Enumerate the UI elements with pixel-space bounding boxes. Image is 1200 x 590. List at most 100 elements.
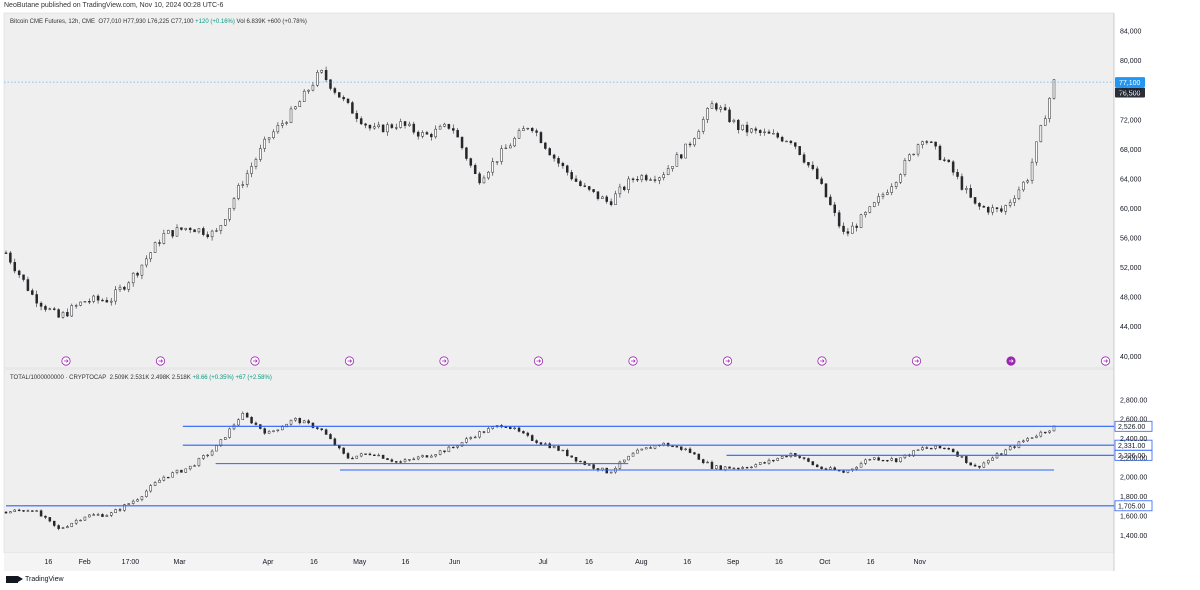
top-candle bbox=[70, 303, 74, 318]
bottom-candle-body bbox=[745, 467, 749, 469]
bottom-candle-body bbox=[750, 466, 753, 469]
bottom-candle bbox=[859, 461, 863, 468]
bottom-candle-body bbox=[894, 458, 898, 463]
bottom-candle-body bbox=[544, 443, 547, 445]
top-candle bbox=[263, 136, 266, 152]
top-candle-body bbox=[509, 145, 512, 149]
bottom-candle bbox=[351, 456, 354, 460]
top-candle bbox=[39, 301, 43, 311]
top-candle bbox=[912, 153, 915, 156]
bottom-candle bbox=[820, 466, 823, 470]
bottom-candle-body bbox=[254, 422, 258, 425]
top-candle-body bbox=[596, 191, 600, 199]
top-candle-body bbox=[377, 124, 380, 128]
bottom-candle bbox=[1026, 437, 1029, 443]
top-candle bbox=[929, 140, 933, 143]
top-candle bbox=[193, 229, 196, 233]
bottom-candle bbox=[986, 459, 990, 465]
top-candle-body bbox=[837, 212, 841, 227]
top-candle bbox=[662, 171, 665, 181]
bottom-candle bbox=[623, 459, 626, 463]
top-candle bbox=[653, 175, 657, 183]
bottom-candle bbox=[872, 457, 876, 461]
top-y-tick-label: 48,000 bbox=[1120, 295, 1142, 302]
top-candle-body bbox=[158, 242, 161, 244]
bottom-candle-body bbox=[166, 476, 170, 479]
top-candle bbox=[1004, 204, 1008, 215]
top-candle-body bbox=[561, 162, 565, 167]
bottom-candle bbox=[48, 517, 52, 523]
top-candle bbox=[127, 281, 131, 293]
top-candle bbox=[785, 140, 788, 143]
top-candle-body bbox=[364, 123, 367, 126]
top-candle bbox=[969, 184, 972, 199]
top-candle bbox=[658, 176, 661, 185]
top-candle bbox=[894, 181, 898, 190]
top-candle bbox=[864, 211, 867, 218]
bottom-candle-body bbox=[52, 520, 56, 526]
top-y-tick-label: 40,000 bbox=[1120, 354, 1142, 361]
top-candle bbox=[951, 160, 955, 176]
top-candle bbox=[4, 250, 8, 254]
bottom-candle bbox=[956, 450, 959, 457]
top-candle-body bbox=[732, 119, 736, 123]
event-arrow-icon bbox=[1103, 359, 1108, 363]
bottom-candle bbox=[1004, 448, 1008, 456]
bottom-open: 2.509K bbox=[109, 375, 129, 381]
bottom-pane-legend: TOTAL/1000000000 · CRYPTOCAP 2.509K 2.53… bbox=[10, 375, 272, 381]
x-tick-label: 16 bbox=[402, 559, 410, 566]
top-candle bbox=[237, 183, 240, 201]
bottom-candle-body bbox=[188, 465, 192, 470]
top-candle bbox=[368, 124, 372, 131]
bottom-candle-body bbox=[359, 453, 363, 457]
bottom-candle bbox=[758, 462, 762, 466]
top-candle bbox=[609, 198, 613, 207]
bottom-candle bbox=[929, 447, 933, 450]
bottom-candle-body bbox=[443, 450, 446, 453]
top-candle bbox=[61, 310, 65, 319]
x-tick-label: Jun bbox=[449, 559, 460, 566]
tradingview-footer[interactable]: TradingView bbox=[6, 576, 64, 583]
bottom-candle-body bbox=[223, 437, 227, 440]
bottom-candle bbox=[452, 446, 455, 449]
bottom-candle-body bbox=[4, 511, 8, 514]
top-low: L76,225 bbox=[147, 19, 170, 25]
top-candle-body bbox=[811, 164, 815, 170]
top-candle bbox=[833, 201, 837, 217]
top-candle-body bbox=[320, 70, 323, 73]
top-candle bbox=[973, 197, 977, 205]
top-candle-body bbox=[530, 127, 534, 132]
bottom-candle-body bbox=[701, 459, 705, 464]
top-candle-body bbox=[232, 198, 236, 209]
bottom-candle bbox=[83, 516, 87, 522]
top-candle bbox=[495, 161, 499, 166]
top-y-tick-label: 52,000 bbox=[1120, 265, 1142, 272]
top-candle bbox=[640, 174, 644, 183]
bottom-candle bbox=[276, 429, 280, 433]
top-y-tick-label: 80,000 bbox=[1120, 58, 1142, 65]
bottom-y-tick-label: 1,800.00 bbox=[1120, 494, 1147, 501]
bottom-candle-body bbox=[403, 459, 407, 463]
top-candle bbox=[732, 118, 736, 124]
top-candle bbox=[680, 153, 683, 160]
bottom-candle bbox=[302, 419, 306, 424]
top-candle-body bbox=[758, 130, 762, 133]
top-candle bbox=[530, 127, 534, 133]
bottom-candle-body bbox=[517, 427, 521, 432]
x-tick-label: Mar bbox=[174, 559, 187, 566]
top-candle bbox=[982, 205, 986, 208]
bottom-candle bbox=[17, 508, 21, 512]
bottom-candle-body bbox=[526, 432, 530, 436]
bottom-candle-body bbox=[145, 490, 148, 497]
bottom-y-tick-label: 2,200.00 bbox=[1120, 455, 1147, 462]
bottom-candle bbox=[609, 471, 613, 474]
top-candle-body bbox=[39, 302, 43, 307]
top-candle-body bbox=[1004, 205, 1008, 212]
top-candle bbox=[241, 180, 245, 189]
bottom-candle-body bbox=[281, 426, 284, 431]
bottom-candle bbox=[355, 455, 359, 459]
top-candle-body bbox=[316, 72, 319, 86]
bottom-candle bbox=[61, 526, 65, 530]
top-candle bbox=[215, 227, 218, 233]
